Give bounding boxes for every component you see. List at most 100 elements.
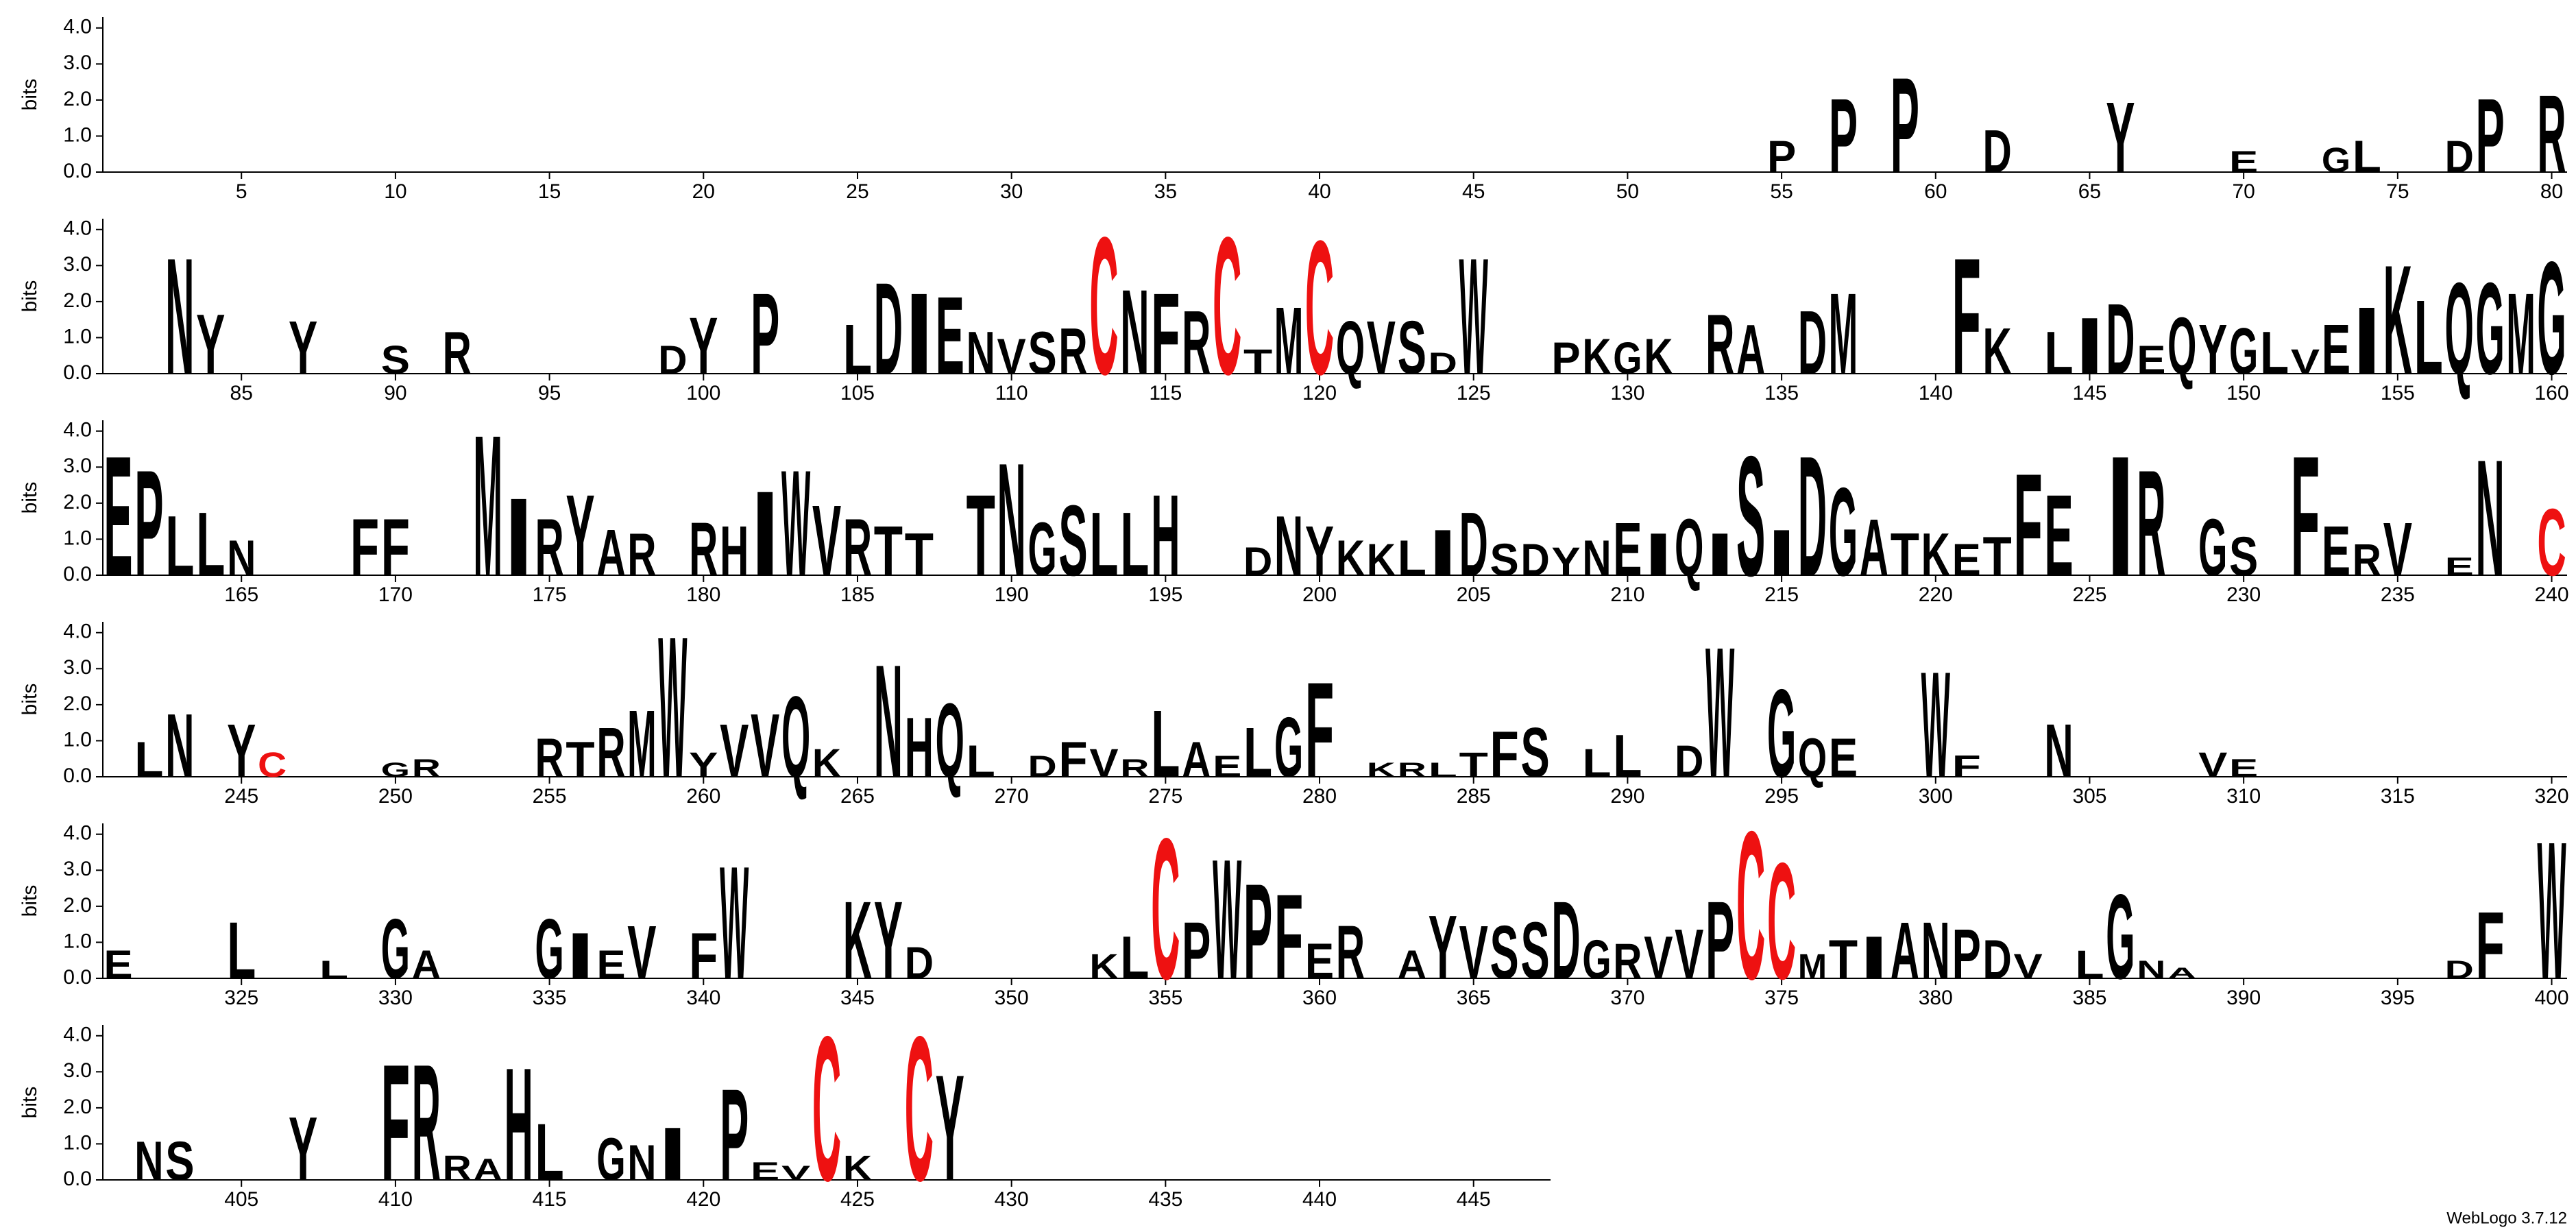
y-tick-label: 3.0 xyxy=(63,455,92,477)
x-tick-label: 185 xyxy=(840,583,875,606)
y-tick-label: 4.0 xyxy=(63,217,92,240)
logo-letter: T xyxy=(967,470,995,600)
logo-letter: T xyxy=(1891,520,1919,588)
logo-letter: D xyxy=(1798,420,1827,612)
logo-letter: D xyxy=(1798,291,1827,393)
y-tick-label: 3.0 xyxy=(63,51,92,74)
logo-letter: I xyxy=(1767,517,1796,590)
logo-letter: R xyxy=(627,520,656,588)
logo-letter: M xyxy=(2506,269,2535,398)
x-tick-label: 180 xyxy=(686,583,720,606)
x-tick-label: 330 xyxy=(378,987,413,1009)
logo-letter: Q xyxy=(936,681,964,799)
logo-letter: M xyxy=(474,394,502,618)
logo-letter: V xyxy=(627,910,656,995)
logo-letter: R xyxy=(1336,910,1365,995)
x-tick-label: 265 xyxy=(840,785,875,808)
logo-letter: P xyxy=(1767,131,1796,182)
x-tick-label: 55 xyxy=(1770,180,1793,203)
logo-letter: G xyxy=(1028,507,1056,592)
x-tick-label: 350 xyxy=(995,987,1029,1009)
logo-letter: I xyxy=(658,1112,687,1196)
logo-letter: M xyxy=(627,690,656,797)
x-tick-label: 110 xyxy=(995,382,1028,404)
logo-letter: N xyxy=(227,530,256,586)
logo-letter: Y xyxy=(689,301,718,391)
x-tick-label: 405 xyxy=(224,1188,258,1211)
x-tick-label: 25 xyxy=(846,180,868,203)
x-tick-label: 125 xyxy=(1457,382,1491,404)
logo-letter: R xyxy=(2137,439,2165,607)
y-tick-label: 4.0 xyxy=(63,419,92,442)
logo-letter: Y xyxy=(2106,82,2135,194)
x-tick-label: 40 xyxy=(1308,180,1330,203)
logo-letter: F xyxy=(2013,444,2042,607)
y-tick-label: 0.0 xyxy=(63,563,92,585)
x-tick-label: 200 xyxy=(1302,583,1337,606)
logo-letter: E xyxy=(104,943,132,987)
logo-letter: R xyxy=(2537,73,2566,196)
logo-letter: F xyxy=(1952,224,1981,409)
x-tick-label: 160 xyxy=(2535,382,2569,404)
logo-letter: L xyxy=(1151,690,1180,797)
logo-letter: T xyxy=(1243,341,1272,381)
logo-letter: D xyxy=(1028,750,1056,784)
logo-letter: G xyxy=(1582,929,1611,991)
x-tick-label: 15 xyxy=(538,180,561,203)
logo-letter: G xyxy=(381,759,410,782)
logo-letter: E xyxy=(1613,507,1642,592)
logo-letter: D xyxy=(2445,131,2474,182)
x-tick-label: 90 xyxy=(384,382,406,404)
logo-letter: A xyxy=(474,1153,502,1187)
x-tick-label: 130 xyxy=(1610,382,1644,404)
logo-letter: I xyxy=(2353,287,2381,394)
logo-letter: Y xyxy=(289,306,317,390)
logo-letter: Y xyxy=(874,879,903,1002)
y-tick-label: 3.0 xyxy=(63,1059,92,1082)
x-tick-label: 35 xyxy=(1154,180,1177,203)
x-tick-label: 445 xyxy=(1457,1188,1491,1211)
x-tick-label: 20 xyxy=(692,180,715,203)
logo-letter: P xyxy=(1952,915,1981,993)
logo-letter: D xyxy=(1243,540,1272,584)
logo-letter: P xyxy=(1891,49,1919,201)
logo-letter: R xyxy=(1120,754,1149,782)
logo-letter: V xyxy=(781,1162,811,1185)
logo-letter: A xyxy=(1182,732,1211,788)
logo-letter: Y xyxy=(2198,310,2227,389)
logo-letter: R xyxy=(1182,291,1211,393)
logo-letter: N xyxy=(874,631,903,811)
logo-letter: I xyxy=(1860,923,1888,991)
y-tick-label: 0.0 xyxy=(63,966,92,989)
logo-letter: F xyxy=(1952,750,1981,784)
y-tick-label: 0.0 xyxy=(63,1168,92,1190)
logo-letter: W xyxy=(781,439,810,607)
logo-letter: L xyxy=(134,732,163,788)
x-tick-label: 425 xyxy=(840,1188,875,1211)
logo-letter: T xyxy=(874,511,903,590)
x-tick-label: 255 xyxy=(533,785,567,808)
y-tick-label: 3.0 xyxy=(63,656,92,679)
logo-letter: S xyxy=(1058,485,1087,597)
logo-letter: L xyxy=(165,498,194,594)
logo-letter: D xyxy=(1983,929,2012,991)
y-axis-label: bits xyxy=(19,79,41,111)
logo-letter: L xyxy=(1243,713,1272,792)
logo-letter: V xyxy=(1459,910,1488,995)
logo-letter: Y xyxy=(1429,896,1457,998)
logo-letter: Y xyxy=(227,709,256,793)
logo-letter: R xyxy=(1705,297,1734,392)
logo-letter: F xyxy=(2476,892,2505,999)
logo-letter: T xyxy=(1983,526,2012,588)
x-tick-label: 370 xyxy=(1610,987,1644,1009)
y-tick-label: 4.0 xyxy=(63,16,92,38)
x-tick-label: 120 xyxy=(1302,382,1337,404)
x-tick-label: 230 xyxy=(2226,583,2261,606)
logo-letter: E xyxy=(2044,470,2073,600)
y-tick-label: 4.0 xyxy=(63,620,92,643)
y-axis-label: bits xyxy=(19,1087,41,1119)
logo-letter: D xyxy=(1983,117,2012,185)
logo-letter: L xyxy=(1120,493,1149,594)
logo-letter: F xyxy=(381,503,410,592)
